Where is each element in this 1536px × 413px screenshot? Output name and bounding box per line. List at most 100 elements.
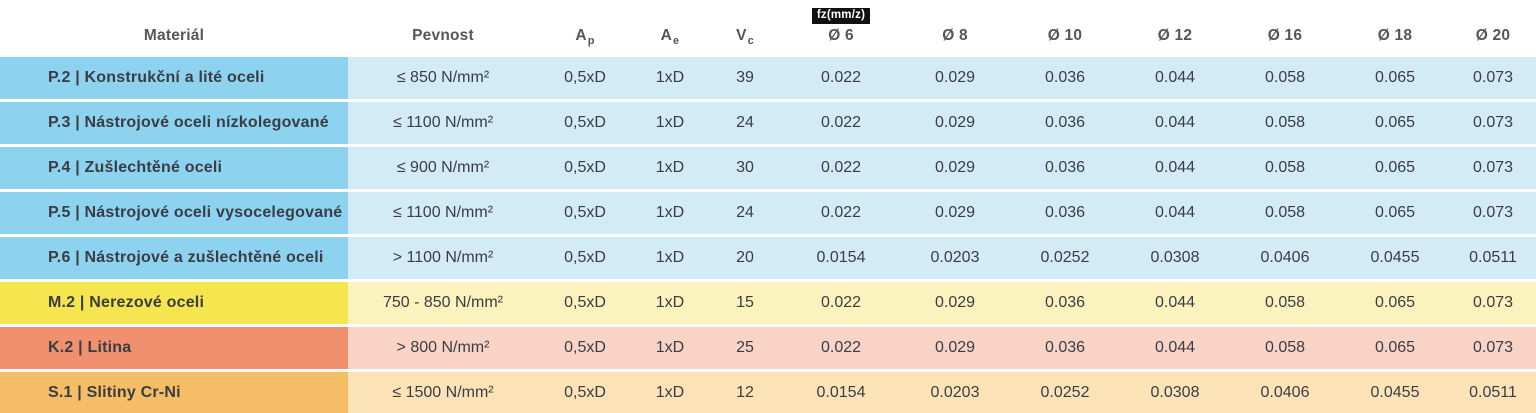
ae-cell: 1xD <box>632 372 708 413</box>
fz-cell-d8: 0.029 <box>900 147 1010 189</box>
material-cell: M.2 | Nerezové oceli <box>0 282 348 324</box>
vc-cell: 24 <box>708 192 782 234</box>
ap-cell: 0,5xD <box>538 282 632 324</box>
vc-cell: 39 <box>708 57 782 99</box>
fz-cell-d10: 0.036 <box>1010 282 1120 324</box>
fz-cell-d10: 0.036 <box>1010 147 1120 189</box>
column-header-d20: Ø 20 <box>1475 27 1511 44</box>
fz-cell-d12: 0.044 <box>1120 102 1230 144</box>
pevnost-cell: ≤ 1500 N/mm² <box>348 372 538 413</box>
column-header-material: Materiál <box>143 27 205 44</box>
vc-cell: 15 <box>708 282 782 324</box>
column-header-pevnost: Pevnost <box>412 27 474 44</box>
pevnost-cell: 750 - 850 N/mm² <box>348 282 538 324</box>
table-row-m2: M.2 | Nerezové oceli 750 - 850 N/mm² 0,5… <box>0 282 1536 324</box>
ap-cell: 0,5xD <box>538 102 632 144</box>
fz-cell-d6: 0.022 <box>782 147 900 189</box>
column-header-d10: Ø 10 <box>1047 27 1083 44</box>
material-cell: P.6 | Nástrojové a zušlechtěné oceli <box>0 237 348 279</box>
fz-cell-d6: 0.022 <box>782 282 900 324</box>
ae-cell: 1xD <box>632 327 708 369</box>
fz-cell-d10: 0.036 <box>1010 57 1120 99</box>
fz-cell-d6: 0.022 <box>782 57 900 99</box>
fz-cell-d12: 0.044 <box>1120 327 1230 369</box>
column-header-ae: Ae <box>632 0 708 57</box>
fz-cell-d8: 0.0203 <box>900 372 1010 413</box>
material-cell: S.1 | Slitiny Cr-Ni <box>0 372 348 413</box>
fz-cell-d12: 0.0308 <box>1120 372 1230 413</box>
ae-cell: 1xD <box>632 102 708 144</box>
fz-cell-d12: 0.0308 <box>1120 237 1230 279</box>
fz-cell-d12: 0.044 <box>1120 57 1230 99</box>
vc-label: Vc <box>736 27 754 47</box>
fz-cell-d8: 0.029 <box>900 192 1010 234</box>
table-row-p5: P.5 | Nástrojové oceli vysocelegované ≤ … <box>0 192 1536 234</box>
fz-cell-d6: 0.0154 <box>782 372 900 413</box>
fz-cell-d16: 0.0406 <box>1230 372 1340 413</box>
table-row-s1: S.1 | Slitiny Cr-Ni ≤ 1500 N/mm² 0,5xD 1… <box>0 372 1536 413</box>
fz-cell-d20: 0.073 <box>1450 102 1536 144</box>
ap-cell: 0,5xD <box>538 372 632 413</box>
fz-cell-d20: 0.0511 <box>1450 372 1536 413</box>
pevnost-cell: ≤ 1100 N/mm² <box>348 192 538 234</box>
column-header-d8: Ø 8 <box>942 27 968 44</box>
ae-cell: 1xD <box>632 57 708 99</box>
fz-cell-d8: 0.029 <box>900 57 1010 99</box>
ap-cell: 0,5xD <box>538 57 632 99</box>
fz-cell-d10: 0.0252 <box>1010 372 1120 413</box>
table-row-p3: P.3 | Nástrojové oceli nízkolegované ≤ 1… <box>0 102 1536 144</box>
pevnost-cell: ≤ 850 N/mm² <box>348 57 538 99</box>
ae-cell: 1xD <box>632 147 708 189</box>
ap-cell: 0,5xD <box>538 147 632 189</box>
fz-cell-d12: 0.044 <box>1120 192 1230 234</box>
ap-cell: 0,5xD <box>538 327 632 369</box>
d6-label: Ø 6 <box>828 27 854 44</box>
ae-cell: 1xD <box>632 237 708 279</box>
pevnost-cell: ≤ 900 N/mm² <box>348 147 538 189</box>
fz-cell-d16: 0.058 <box>1230 327 1340 369</box>
column-header-d16: Ø 16 <box>1267 27 1303 44</box>
table-row-p2: P.2 | Konstrukční a lité oceli ≤ 850 N/m… <box>0 57 1536 99</box>
column-header-ap: Ap <box>538 0 632 57</box>
fz-cell-d18: 0.0455 <box>1340 237 1450 279</box>
fz-cell-d6: 0.0154 <box>782 237 900 279</box>
fz-cell-d20: 0.0511 <box>1450 237 1536 279</box>
ap-label: Ap <box>575 27 595 47</box>
fz-cell-d16: 0.058 <box>1230 102 1340 144</box>
fz-cell-d20: 0.073 <box>1450 282 1536 324</box>
fz-cell-d12: 0.044 <box>1120 147 1230 189</box>
table-row-k2: K.2 | Litina > 800 N/mm² 0,5xD 1xD 25 0.… <box>0 327 1536 369</box>
fz-cell-d18: 0.065 <box>1340 327 1450 369</box>
column-header-d6: fz(mm/z) Ø 6 <box>782 0 900 57</box>
vc-cell: 30 <box>708 147 782 189</box>
fz-cell-d8: 0.0203 <box>900 237 1010 279</box>
fz-cell-d16: 0.058 <box>1230 57 1340 99</box>
fz-cell-d20: 0.073 <box>1450 147 1536 189</box>
table-header-row: Materiál Pevnost Ap Ae Vc fz(mm/z) Ø 6 Ø… <box>0 0 1536 57</box>
vc-cell: 24 <box>708 102 782 144</box>
vc-cell: 12 <box>708 372 782 413</box>
material-cell: P.3 | Nástrojové oceli nízkolegované <box>0 102 348 144</box>
fz-cell-d6: 0.022 <box>782 327 900 369</box>
fz-cell-d18: 0.065 <box>1340 57 1450 99</box>
material-cell: K.2 | Litina <box>0 327 348 369</box>
fz-cell-d18: 0.065 <box>1340 282 1450 324</box>
fz-cell-d18: 0.0455 <box>1340 372 1450 413</box>
table-row-p4: P.4 | Zušlechtěné oceli ≤ 900 N/mm² 0,5x… <box>0 147 1536 189</box>
fz-cell-d10: 0.0252 <box>1010 237 1120 279</box>
fz-cell-d18: 0.065 <box>1340 147 1450 189</box>
fz-cell-d6: 0.022 <box>782 102 900 144</box>
material-cell: P.2 | Konstrukční a lité oceli <box>0 57 348 99</box>
fz-cell-d20: 0.073 <box>1450 57 1536 99</box>
vc-cell: 20 <box>708 237 782 279</box>
fz-cell-d18: 0.065 <box>1340 192 1450 234</box>
fz-cell-d20: 0.073 <box>1450 327 1536 369</box>
ap-cell: 0,5xD <box>538 192 632 234</box>
ae-label: Ae <box>660 27 680 47</box>
fz-cell-d8: 0.029 <box>900 282 1010 324</box>
material-cell: P.5 | Nástrojové oceli vysocelegované <box>0 192 348 234</box>
fz-cell-d8: 0.029 <box>900 102 1010 144</box>
fz-cell-d16: 0.058 <box>1230 282 1340 324</box>
fz-cell-d10: 0.036 <box>1010 192 1120 234</box>
